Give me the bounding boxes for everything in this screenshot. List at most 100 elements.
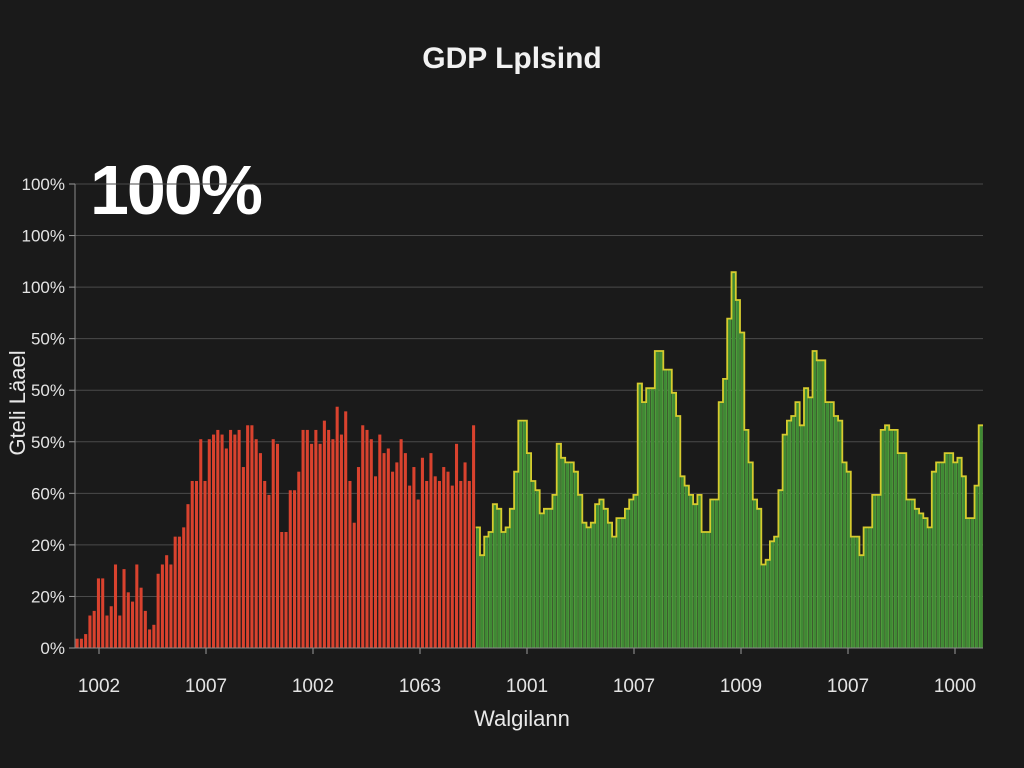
red-bar: [203, 480, 207, 648]
green-bar: [821, 360, 825, 649]
green-bar: [825, 401, 830, 649]
red-bar: [148, 629, 152, 648]
red-bar: [280, 532, 284, 648]
green-bar: [493, 503, 497, 649]
red-bar: [105, 615, 109, 648]
x-tick-label: 1002: [78, 676, 120, 697]
green-bar: [595, 503, 600, 649]
green-bar: [620, 517, 625, 649]
x-axis-label: Walgilann: [474, 706, 570, 731]
green-bar: [889, 429, 894, 649]
green-bar: [979, 425, 983, 649]
x-tick-label: 1002: [292, 676, 334, 697]
red-bar: [420, 457, 424, 648]
green-bar: [510, 508, 514, 649]
green-bar: [744, 429, 749, 649]
green-bar: [940, 462, 945, 649]
red-bar: [246, 425, 250, 648]
y-tick-label: 100%: [22, 175, 65, 194]
red-bar: [220, 434, 224, 648]
green-bar: [923, 517, 928, 649]
red-bar: [344, 411, 348, 648]
red-bar: [429, 453, 433, 648]
red-bar: [352, 522, 356, 648]
red-bar: [408, 485, 412, 648]
red-bar: [126, 592, 130, 648]
x-tick-label: 1001: [506, 676, 548, 697]
red-bar: [241, 467, 245, 648]
green-bar: [591, 522, 595, 649]
red-bar: [194, 480, 199, 648]
red-bar: [356, 467, 361, 648]
green-bar: [561, 457, 565, 649]
y-tick-label: 100%: [22, 278, 65, 297]
green-bar: [782, 434, 787, 649]
green-bar: [689, 494, 693, 649]
red-bar: [365, 429, 369, 648]
red-bar: [152, 624, 156, 648]
red-bar: [339, 434, 343, 648]
x-tick-label: 1007: [185, 676, 227, 697]
green-bar: [501, 531, 506, 649]
red-bar: [122, 569, 126, 648]
red-bar: [369, 439, 373, 648]
red-bar: [378, 434, 382, 648]
green-bar: [672, 392, 676, 649]
red-bar: [258, 453, 262, 648]
green-bar: [902, 452, 906, 649]
green-bar: [625, 508, 629, 649]
red-bar: [250, 425, 254, 648]
green-bar: [774, 536, 779, 649]
green-bar: [522, 420, 527, 649]
red-bar: [267, 494, 271, 648]
green-bar: [957, 457, 962, 649]
red-bar: [237, 429, 241, 648]
red-bar: [450, 485, 454, 648]
green-bar: [680, 476, 685, 649]
red-bar: [437, 480, 442, 648]
green-bar: [753, 499, 757, 649]
x-tick-label: 1007: [827, 676, 869, 697]
big-value-annotation: 100%: [90, 151, 263, 229]
green-bar: [531, 480, 536, 649]
green-bar: [834, 415, 838, 649]
green-bar: [727, 318, 732, 649]
green-bar: [539, 513, 544, 649]
green-bar: [944, 452, 949, 649]
red-bar: [182, 527, 186, 648]
y-tick-label: 100%: [22, 227, 65, 246]
red-bar: [318, 443, 322, 648]
green-bar: [557, 443, 561, 649]
red-bar: [284, 532, 288, 648]
red-bar: [263, 480, 267, 648]
green-bar: [676, 415, 681, 649]
y-tick-labels: 0% 20% 20% 60% 50% 50% 50% 100% 100% 100%: [22, 175, 75, 658]
red-bar: [459, 480, 463, 648]
red-bar: [254, 439, 258, 648]
red-series: [75, 406, 476, 648]
red-bar: [96, 578, 100, 648]
green-bar: [808, 397, 813, 649]
red-bar: [391, 471, 395, 648]
red-bar: [314, 429, 318, 648]
green-bar: [787, 420, 791, 649]
red-bar: [374, 476, 378, 648]
green-bar: [659, 350, 663, 649]
green-bar: [838, 420, 843, 649]
green-bar: [710, 499, 715, 649]
green-bar: [872, 494, 877, 649]
green-bar: [599, 499, 604, 649]
green-bar: [970, 517, 975, 649]
green-bar: [616, 517, 621, 649]
green-bar: [863, 527, 868, 649]
green-bar: [817, 360, 821, 649]
green-bar: [655, 350, 659, 649]
green-bar: [778, 490, 783, 649]
green-bar: [799, 425, 804, 649]
red-bar: [135, 564, 139, 648]
green-bar: [770, 541, 774, 649]
red-bar: [348, 480, 352, 648]
red-bar: [271, 439, 275, 648]
